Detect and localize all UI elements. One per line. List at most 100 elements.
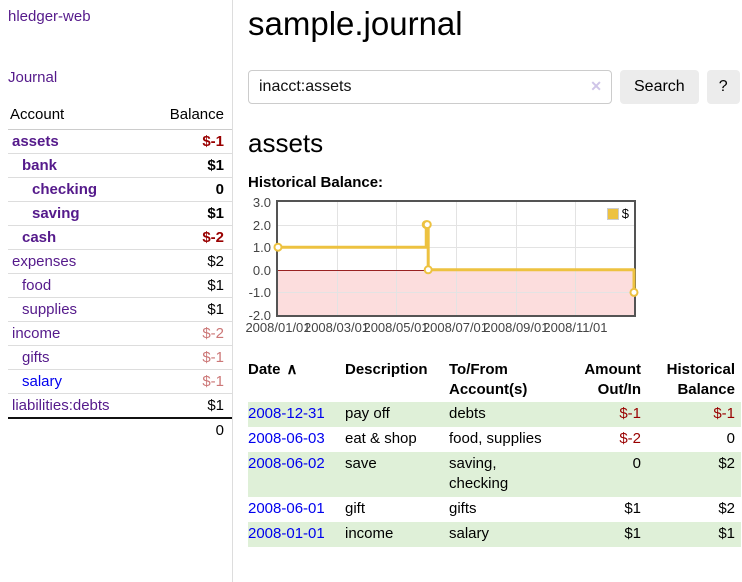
- gridline: [455, 202, 457, 315]
- account-cell: gifts: [8, 345, 146, 370]
- account-cell: bank: [8, 153, 146, 178]
- header-line: Historical: [666, 361, 735, 378]
- account-row: bank $1: [8, 153, 232, 178]
- header-line: Account(s): [449, 381, 528, 398]
- account-balance: $1: [145, 153, 232, 178]
- register-row: 2008-06-03 eat & shop food, supplies $-2 0: [248, 427, 741, 452]
- y-tick-label: 1.0: [252, 240, 271, 256]
- header-line: To/From: [449, 361, 508, 378]
- account-row: gifts $-1: [8, 345, 232, 370]
- account-link[interactable]: checking: [32, 181, 98, 198]
- account-heading: assets: [248, 128, 324, 158]
- register-accounts-cell: saving, checking: [449, 455, 509, 492]
- register-date-cell: 2008-06-01: [248, 497, 345, 522]
- help-button[interactable]: ?: [706, 70, 740, 104]
- register-row: 2008-06-02 save saving, checking 0 $2: [248, 452, 741, 497]
- account-cell: liabilities:debts: [8, 393, 146, 419]
- register-col-description: Description: [345, 358, 449, 402]
- chart-plot-area: $: [273, 200, 639, 317]
- account-balance: $-2: [145, 321, 232, 346]
- register-table: Date ∧ Description To/From Account(s) Amount O…: [248, 358, 741, 547]
- clear-search-icon[interactable]: ✕: [590, 78, 602, 94]
- page-title: sample.journal: [248, 5, 463, 42]
- account-link[interactable]: liabilities:debts: [12, 397, 110, 414]
- chart-x-axis: 2008/01/01 2008/03/01 2008/05/01 2008/07/01…: [245, 317, 742, 335]
- data-point-marker: [273, 242, 283, 252]
- account-row: food $1: [8, 273, 232, 298]
- header-line: Amount: [584, 361, 641, 378]
- register-amount-cell: 0: [632, 455, 641, 472]
- account-link[interactable]: salary: [22, 373, 63, 390]
- register-amount-cell: $-2: [619, 430, 641, 447]
- account-row: expenses $2: [8, 249, 232, 274]
- app-brand-link[interactable]: hledger-web: [8, 8, 91, 25]
- nav-journal-link[interactable]: Journal: [8, 69, 58, 86]
- register-balance-cell: $-1: [713, 405, 735, 422]
- account-row: assets $-1: [8, 129, 232, 154]
- x-tick-label: 2008/05/01: [363, 320, 429, 335]
- gridline: [515, 202, 517, 315]
- search-form: ✕ Search ?: [248, 70, 742, 104]
- register-balance-cell: $1: [718, 525, 735, 542]
- register-balance-cell: $2: [718, 500, 735, 517]
- accounts-col-balance: Balance: [145, 103, 232, 130]
- register-accounts-cell: debts: [449, 405, 486, 422]
- transaction-date-link[interactable]: 2008-06-01: [248, 500, 325, 517]
- transaction-date-link[interactable]: 2008-01-01: [248, 525, 325, 542]
- account-row: checking 0: [8, 177, 232, 202]
- account-link[interactable]: supplies: [22, 301, 78, 318]
- account-cell: saving: [8, 201, 146, 226]
- search-button[interactable]: Search: [620, 70, 699, 104]
- header-line: Description: [345, 361, 428, 378]
- account-link[interactable]: bank: [22, 157, 58, 174]
- account-cell: expenses: [8, 249, 146, 274]
- legend-swatch-icon: [606, 207, 619, 220]
- balance-chart: 3.0 2.0 1.0 0.0 -1.0 -2.0 $ 2008/01/01 2008/03…: [245, 196, 742, 335]
- account-link[interactable]: saving: [32, 205, 80, 222]
- account-row: saving $1: [8, 201, 232, 226]
- register-accounts-cell: gifts: [449, 500, 477, 517]
- account-link[interactable]: assets: [12, 133, 59, 150]
- register-amount-cell: $1: [624, 525, 641, 542]
- data-point-marker: [423, 265, 433, 275]
- account-balance: $1: [145, 393, 232, 419]
- account-row: supplies $1: [8, 297, 232, 322]
- account-cell: assets: [8, 129, 146, 154]
- register-description-cell: pay off: [345, 405, 390, 422]
- register-row: 2008-12-31 pay off debts $-1 $-1: [248, 402, 741, 427]
- register-col-historical: Historical Balance: [647, 358, 741, 402]
- transaction-date-link[interactable]: 2008-12-31: [248, 405, 325, 422]
- account-cell: cash: [8, 225, 146, 250]
- account-link[interactable]: food: [22, 277, 52, 294]
- account-balance: $-1: [145, 129, 232, 154]
- account-balance: $1: [145, 297, 232, 322]
- register-balance-cell: 0: [726, 430, 735, 447]
- register-description-cell: income: [345, 525, 394, 542]
- x-tick-label: 2008/09/01: [483, 320, 549, 335]
- balance-series-line: [273, 220, 639, 297]
- register-col-date[interactable]: Date ∧: [248, 358, 345, 402]
- register-accounts-cell: food, supplies: [449, 430, 542, 447]
- register-accounts-cell: salary: [449, 525, 490, 542]
- register-date-cell: 2008-12-31: [248, 402, 345, 427]
- transaction-date-link[interactable]: 2008-06-03: [248, 430, 325, 447]
- register-date-cell: 2008-01-01: [248, 522, 345, 547]
- register-date-cell: 2008-06-03: [248, 427, 345, 452]
- account-link[interactable]: cash: [22, 229, 57, 246]
- account-cell: income: [8, 321, 146, 346]
- search-input[interactable]: [248, 70, 612, 104]
- transaction-date-link[interactable]: 2008-06-02: [248, 455, 325, 472]
- chart-legend: $: [604, 205, 631, 222]
- y-tick-label: 2.0: [252, 217, 271, 233]
- register-description-cell: save: [345, 455, 377, 472]
- account-link[interactable]: expenses: [12, 253, 77, 270]
- account-cell: food: [8, 273, 146, 298]
- account-cell: checking: [8, 177, 146, 202]
- account-link[interactable]: gifts: [22, 349, 50, 366]
- account-link[interactable]: income: [12, 325, 61, 342]
- account-balance: $-1: [145, 345, 232, 370]
- accounts-total-row: 0: [8, 417, 232, 442]
- register-row: 2008-01-01 income salary $1 $1: [248, 522, 741, 547]
- account-balance: $1: [145, 273, 232, 298]
